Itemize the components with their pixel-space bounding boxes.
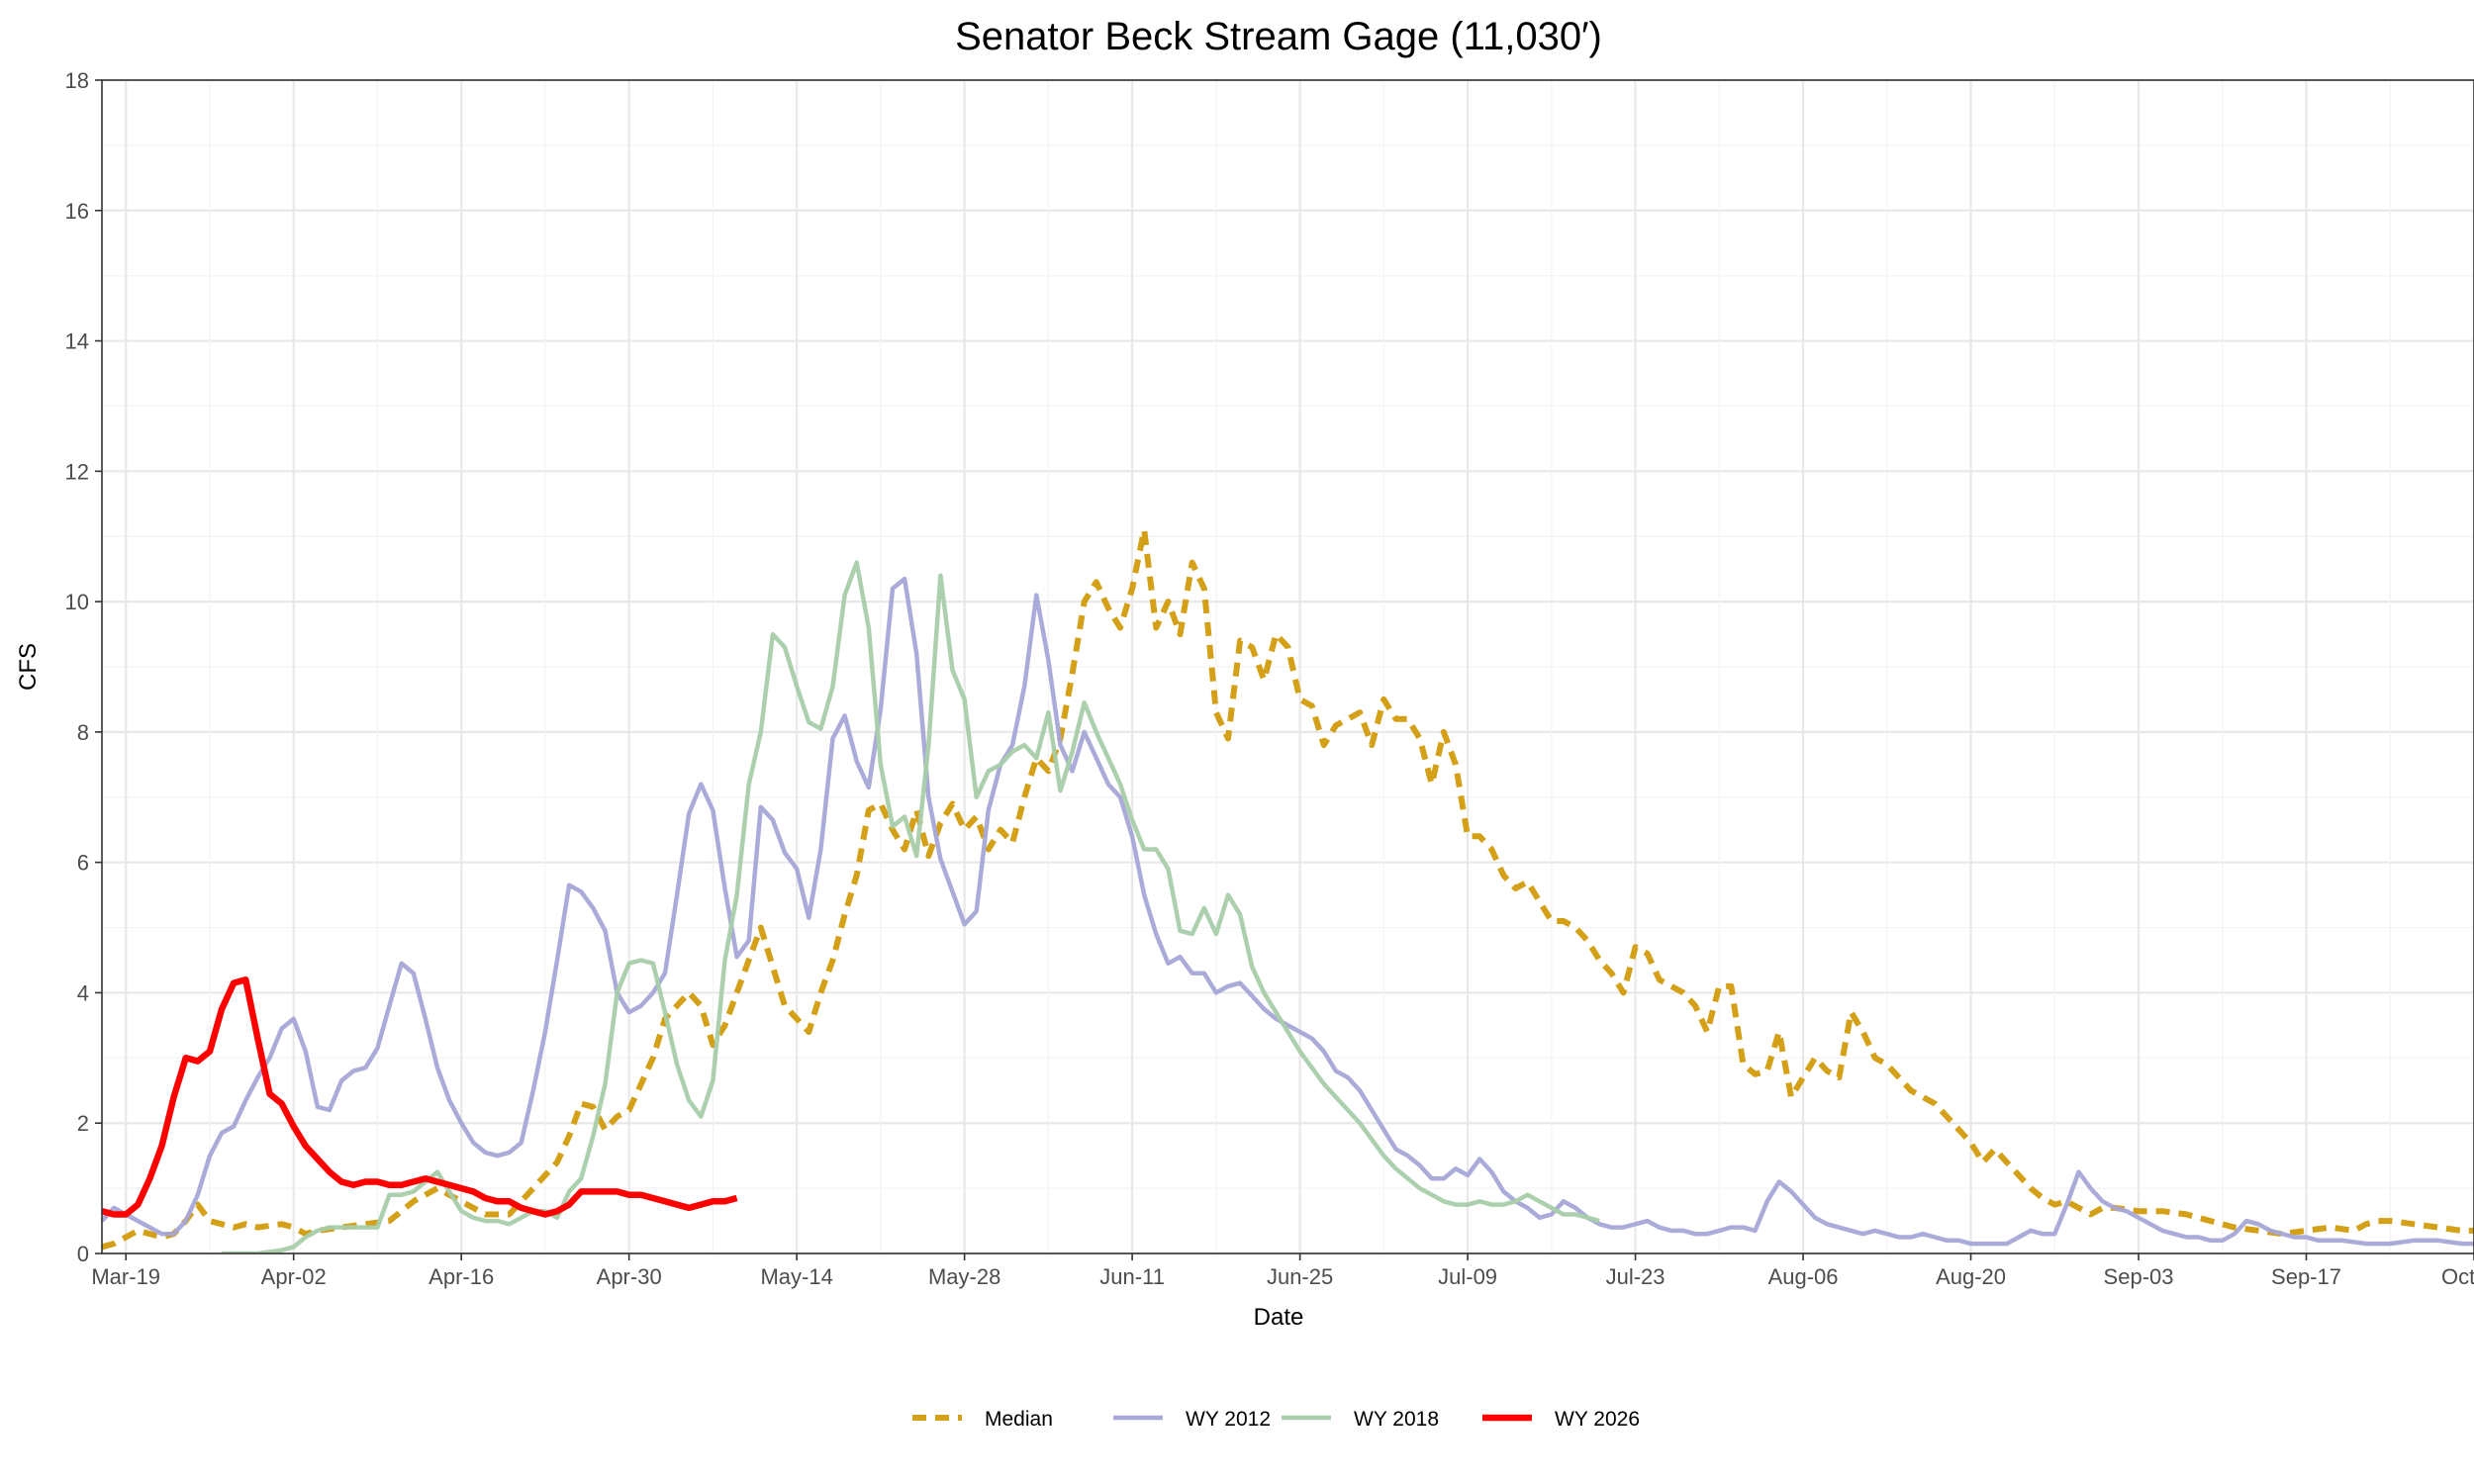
series-line-wy-2026 — [102, 976, 738, 1218]
y-tick-label: 18 — [65, 68, 89, 93]
x-tick-label: May-28 — [928, 1264, 1000, 1289]
x-tick-label: Jun-25 — [1267, 1264, 1333, 1289]
y-tick-label: 8 — [77, 720, 89, 745]
y-tick-label: 12 — [65, 459, 89, 484]
x-tick-label: Jun-11 — [1099, 1264, 1165, 1289]
x-tick-label: Sep-03 — [2104, 1264, 2174, 1289]
y-axis: 0 2 4 6 8 10 12 14 16 18 — [65, 68, 102, 1266]
x-axis: Mar-19 Apr-02 Apr-16 Apr-30 May-14 May-28 Jun-… — [91, 1253, 2474, 1289]
series-line-wy-2018 — [222, 560, 1600, 1253]
series-line-wy-2012 — [102, 576, 2474, 1247]
grid-lines — [102, 78, 2474, 1255]
legend-label: WY 2012 — [1186, 1408, 1271, 1431]
x-tick-label: Mar-19 — [91, 1264, 160, 1289]
y-tick-label: 14 — [65, 329, 89, 354]
x-axis-title: Date — [1254, 1304, 1304, 1331]
legend-label: Median — [985, 1408, 1053, 1431]
x-tick-label: Aug-20 — [1936, 1264, 2006, 1289]
y-tick-label: 6 — [77, 851, 89, 876]
legend-label: WY 2026 — [1555, 1408, 1640, 1431]
y-tick-label: 4 — [77, 980, 89, 1005]
y-tick-label: 16 — [65, 199, 89, 224]
x-tick-label: May-14 — [760, 1264, 832, 1289]
legend: Median WY 2012 WY 2018 WY 2026 — [912, 1408, 1640, 1431]
series-layer — [102, 526, 2474, 1253]
x-tick-label: Apr-16 — [428, 1264, 494, 1289]
y-axis-title: CFS — [15, 643, 42, 691]
x-tick-label: Jul-09 — [1438, 1264, 1497, 1289]
x-tick-label: Apr-30 — [597, 1264, 662, 1289]
chart-title: Senator Beck Stream Gage (11,030′) — [955, 15, 1602, 58]
x-tick-label: Aug-06 — [1768, 1264, 1839, 1289]
x-tick-label: Oct-01 — [2441, 1264, 2474, 1289]
legend-label: WY 2018 — [1354, 1408, 1439, 1431]
plot-panel-border — [101, 79, 2474, 1254]
x-tick-label: Apr-02 — [261, 1264, 327, 1289]
y-tick-label: 10 — [65, 590, 89, 614]
x-tick-label: Jul-23 — [1606, 1264, 1665, 1289]
y-tick-label: 0 — [77, 1242, 89, 1266]
x-tick-label: Sep-17 — [2271, 1264, 2341, 1289]
y-tick-label: 2 — [77, 1111, 89, 1136]
